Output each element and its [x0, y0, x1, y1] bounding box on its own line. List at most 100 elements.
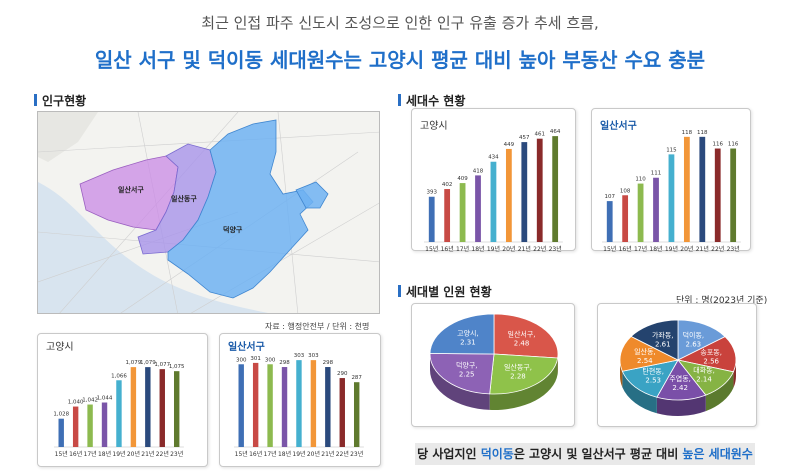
- bar-21년: [325, 367, 331, 447]
- pie-side-덕양구: [430, 354, 490, 410]
- section-population: 인구현황: [34, 92, 86, 109]
- pie-label: 주엽동, 2.42: [669, 374, 691, 392]
- bar-17년: [637, 183, 644, 242]
- headline: 일산 서구 및 덕이동 세대원수는 고양시 평균 대비 높아 부동산 수요 충분: [94, 48, 706, 72]
- tick-label: 15년: [235, 450, 248, 458]
- tick-label: 18년: [278, 450, 291, 458]
- footer-hl-deogi: 덕이동: [480, 447, 514, 461]
- pie-slice-일산서구: [493, 313, 559, 359]
- panel-pop-goyang: 고양시 1,028 15년 1,040 16년 1,042 17년 1,044 18년 1,06…: [37, 333, 208, 467]
- bar-19년: [116, 380, 122, 447]
- bar-16년: [622, 195, 629, 242]
- chart-pop-goyang: 1,028 15년 1,040 16년 1,042 17년 1,044 18년 1,066 19년…: [53, 360, 185, 458]
- data-label: 449: [504, 142, 515, 148]
- river-area: [38, 182, 269, 313]
- tick-label: 15년: [55, 450, 68, 458]
- pie-label: 탄현동, 2.53: [642, 367, 664, 385]
- data-label: 111: [651, 171, 662, 177]
- bar-21년: [699, 136, 706, 242]
- bar-15년: [428, 196, 435, 242]
- tick-label: 21년: [518, 245, 531, 252]
- subtitle: 최근 인접 파주 신도시 조성으로 인한 인구 유출 증가 추세 흐름,: [201, 14, 599, 32]
- tick-label: 21년: [696, 245, 709, 252]
- bar-22년: [714, 148, 721, 242]
- tick-label: 20년: [502, 245, 515, 252]
- pie-label: 송포동, 2.56: [700, 348, 722, 365]
- pie-label: 대화동, 2.14: [693, 367, 715, 384]
- footer-pre: 당 사업지인: [417, 447, 481, 461]
- data-label: 402: [442, 182, 453, 188]
- tick-label: 19년: [292, 450, 305, 458]
- bar-21년: [145, 367, 151, 447]
- pie-slice-가좌동: [630, 319, 679, 361]
- bar-19년: [296, 360, 302, 447]
- bar-16년: [72, 406, 79, 447]
- pie-side-일산동구: [489, 358, 558, 410]
- bar-22년: [536, 138, 543, 242]
- data-label: 464: [550, 129, 561, 135]
- footer-hl-members: 높은 세대원수: [682, 447, 753, 461]
- bar-18년: [475, 175, 481, 242]
- tick-label: 16년: [619, 245, 632, 252]
- data-label: 1,042: [82, 398, 98, 404]
- data-label: 115: [666, 147, 677, 153]
- chart-title-hh-goyang: 고양시: [420, 121, 448, 132]
- chart-hh-goyang: 393 15년 402 16년 409 17년 418 18년 434 19년 449 20년 457 2…: [424, 129, 563, 252]
- map-label-ilsandong: 일산동구: [171, 194, 197, 203]
- tick-label: 16년: [69, 450, 82, 458]
- tick-label: 15년: [603, 245, 616, 252]
- tick-label: 23년: [170, 450, 183, 458]
- tick-label: 21년: [321, 450, 334, 458]
- chart-hh-ilsanseo: 107 15년 108 16년 110 17년 111 18년 115 19년 118 20년 118 2…: [602, 130, 741, 252]
- data-label: 1,077: [154, 362, 170, 368]
- pie-side-대화동: [705, 371, 734, 412]
- data-label: 107: [604, 194, 615, 200]
- data-label: 116: [728, 142, 739, 148]
- data-label: 301: [250, 356, 260, 362]
- panel-pop-ilsanseo: 일산서구 300 15년 301 16년 300 17년 298 18년 303 19년 303 20…: [219, 333, 381, 467]
- bar-19년: [490, 161, 497, 242]
- tick-label: 17년: [456, 245, 469, 252]
- pie-label: 덕양구, 2.25: [456, 361, 478, 379]
- bar-18년: [101, 402, 108, 447]
- pie-slice-고양시: [429, 313, 495, 355]
- bar-23년: [552, 136, 559, 242]
- data-label: 118: [697, 130, 708, 136]
- data-label: 1,044: [97, 396, 113, 402]
- pie-label: 가좌동, 2.61: [652, 330, 674, 348]
- data-label: 108: [620, 188, 631, 194]
- panel-pie-goyang: 일산서구, 2.48 일산동구, 2.28 덕양구, 2.25 고양시, 2.31: [411, 303, 575, 427]
- bar-19년: [668, 154, 675, 242]
- section-households-label: 세대수 현황: [406, 94, 466, 108]
- data-label: 1,040: [68, 400, 84, 406]
- tick-label: 17년: [84, 450, 97, 458]
- data-label: 457: [519, 135, 530, 141]
- tick-label: 22년: [336, 450, 349, 458]
- data-label: 290: [337, 371, 348, 377]
- bar-17년: [87, 404, 93, 447]
- pie-side-탄현동: [622, 371, 657, 414]
- tick-label: 19년: [487, 245, 500, 252]
- bar-15년: [606, 201, 613, 242]
- section-members-label: 세대별 인원 현황: [406, 285, 492, 299]
- panel-hh-goyang: 고양시 393 15년 402 16년 409 17년 418 18년 434 19년 449 20년…: [411, 108, 576, 252]
- pie-label: 일산동구, 2.28: [504, 363, 532, 381]
- map-canvas: 일산서구 일산동구 덕양구: [38, 112, 379, 313]
- data-label: 300: [236, 357, 247, 363]
- tick-label: 18년: [471, 245, 484, 252]
- tick-label: 18년: [98, 450, 111, 458]
- bar-20년: [310, 360, 317, 447]
- chart-title-hh-ilsanseo: 일산서구: [600, 121, 637, 132]
- tick-label: 16년: [441, 245, 454, 252]
- tick-label: 20년: [127, 450, 140, 458]
- pie-label: 일산동, 2.54: [634, 347, 656, 365]
- section-members: 세대별 인원 현황: [398, 283, 492, 300]
- bar-17년: [459, 183, 466, 242]
- map-terrain: [38, 112, 98, 162]
- data-label: 300: [265, 357, 276, 363]
- map-source-note: 자료 : 행정안전부 / 단위 : 천명: [265, 322, 370, 331]
- tick-label: 20년: [680, 245, 693, 252]
- chart-title-pop-goyang: 고양시: [46, 342, 74, 353]
- bar-23년: [730, 148, 737, 242]
- tick-label: 18년: [649, 245, 662, 252]
